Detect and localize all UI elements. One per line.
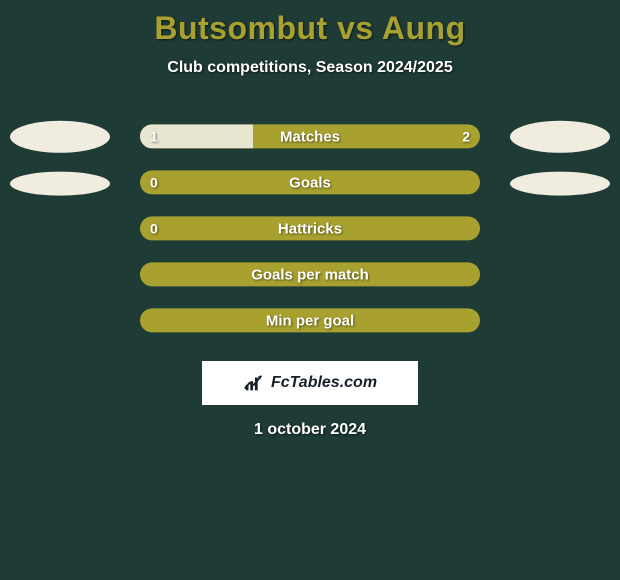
stat-bar: Goals per match bbox=[140, 262, 480, 286]
stat-label: Goals per match bbox=[140, 262, 480, 286]
stat-bar: Hattricks0 bbox=[140, 216, 480, 240]
comparison-infographic: Butsombut vs Aung Club competitions, Sea… bbox=[0, 0, 620, 580]
stat-value-left: 0 bbox=[140, 216, 168, 240]
stat-row: Matches1 2 bbox=[0, 117, 620, 163]
stat-row: Hattricks0 bbox=[0, 209, 620, 255]
player-ellipse-right bbox=[510, 172, 610, 196]
logo-text: FcTables.com bbox=[271, 374, 377, 392]
subtitle: Club competitions, Season 2024/2025 bbox=[0, 59, 620, 77]
player-ellipse-left bbox=[10, 172, 110, 196]
stat-row: Min per goal bbox=[0, 301, 620, 347]
stat-label: Hattricks bbox=[140, 216, 480, 240]
stat-bar: Matches1 2 bbox=[140, 124, 480, 148]
stat-bar: Min per goal bbox=[140, 308, 480, 332]
stat-bar: Goals0 bbox=[140, 170, 480, 194]
page-title: Butsombut vs Aung bbox=[0, 0, 620, 47]
stat-row: Goals0 bbox=[0, 163, 620, 209]
stat-label: Min per goal bbox=[140, 308, 480, 332]
stat-rows: Matches12Goals0Hattricks0Goals per match… bbox=[0, 117, 620, 347]
stat-value-left: 1 bbox=[140, 124, 168, 148]
logo-box: FcTables.com bbox=[202, 361, 418, 405]
stat-row: Goals per match bbox=[0, 255, 620, 301]
stat-value-left: 0 bbox=[140, 170, 168, 194]
date-text: 1 october 2024 bbox=[0, 421, 620, 439]
player-ellipse-right bbox=[510, 121, 610, 153]
player-ellipse-left bbox=[10, 121, 110, 153]
stat-label: Goals bbox=[140, 170, 480, 194]
stat-value-right: 2 bbox=[452, 124, 480, 148]
chart-icon bbox=[243, 372, 265, 394]
stat-label: Matches bbox=[140, 124, 480, 148]
